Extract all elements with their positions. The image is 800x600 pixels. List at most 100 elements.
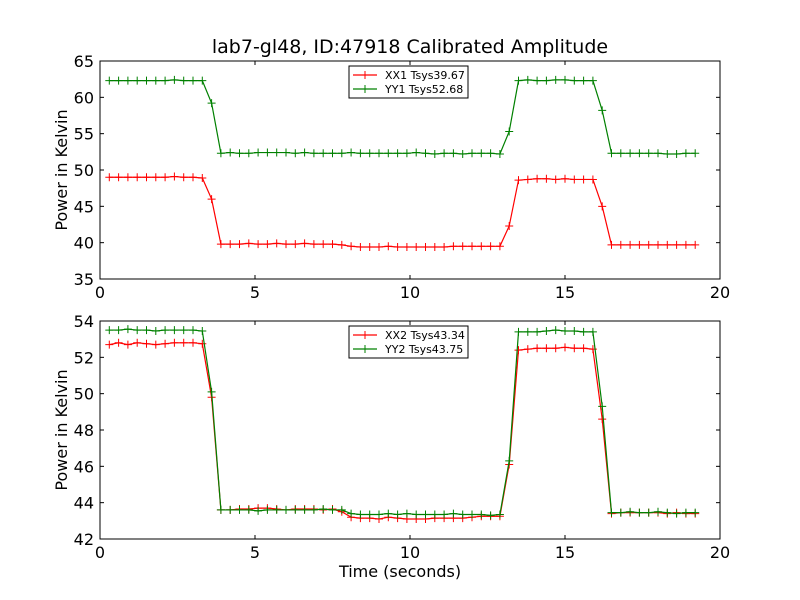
- data-point: [542, 326, 551, 335]
- data-point: [440, 243, 449, 252]
- data-point: [235, 240, 244, 249]
- data-point: [375, 510, 383, 519]
- data-point: [570, 76, 579, 85]
- data-point: [421, 149, 430, 158]
- data-point: [133, 76, 142, 85]
- data-point: [170, 326, 179, 335]
- data-point: [161, 76, 170, 85]
- data-point: [542, 76, 551, 85]
- data-point: [142, 326, 151, 335]
- data-point: [421, 243, 430, 252]
- data-point: [588, 175, 597, 184]
- data-point: [551, 326, 560, 335]
- top-plot: 0 5 10 15 20 35 40 45 50 55 60 65 Power in Kelvin XX1…: [52, 52, 730, 302]
- data-point: [272, 239, 281, 248]
- data-point: [151, 340, 160, 349]
- data-point: [626, 507, 635, 516]
- y-tick-label: 46: [74, 457, 94, 476]
- data-point: [421, 510, 430, 519]
- data-point: [365, 510, 374, 519]
- x-axis-label: Time (seconds): [338, 562, 461, 581]
- data-point: [588, 327, 597, 336]
- x-tick-label: 20: [710, 283, 730, 302]
- data-point: [644, 149, 653, 158]
- data-point: [105, 76, 114, 85]
- data-point: [207, 99, 216, 108]
- data-point: [244, 239, 253, 248]
- data-point: [635, 240, 644, 249]
- data-point: [691, 508, 700, 517]
- data-point: [328, 240, 337, 249]
- y-axis-label: Power in Kelvin: [52, 369, 71, 490]
- data-point: [161, 326, 170, 335]
- data-point: [523, 345, 532, 354]
- data-point: [235, 505, 244, 514]
- data-point: [449, 242, 458, 251]
- data-point: [551, 344, 560, 353]
- data-point: [337, 149, 346, 158]
- data-point: [384, 149, 393, 158]
- data-point: [319, 149, 328, 158]
- data-point: [430, 150, 439, 159]
- data-point: [179, 326, 188, 335]
- data-point: [254, 148, 263, 157]
- data-point: [542, 174, 551, 183]
- data-point: [495, 242, 504, 251]
- data-point: [291, 505, 300, 514]
- data-point: [626, 149, 635, 158]
- y-tick-label: 54: [74, 312, 94, 331]
- data-point: [561, 174, 569, 183]
- data-point: [533, 174, 542, 183]
- data-point: [663, 240, 672, 249]
- x-tick-label: 10: [400, 283, 420, 302]
- y-tick-label: 52: [74, 348, 94, 367]
- data-point: [244, 149, 253, 158]
- data-point: [263, 240, 272, 249]
- data-point: [598, 106, 607, 115]
- data-point: [505, 127, 514, 136]
- data-point: [216, 240, 225, 249]
- data-point: [412, 510, 421, 519]
- data-point: [179, 76, 188, 85]
- data-point: [114, 76, 123, 85]
- data-point: [402, 149, 411, 158]
- data-point: [635, 149, 644, 158]
- data-point: [644, 508, 653, 517]
- data-point: [189, 326, 197, 335]
- x-tick-label: 20: [710, 543, 730, 562]
- data-point: [170, 172, 179, 181]
- data-point: [570, 175, 579, 184]
- data-point: [105, 173, 114, 182]
- data-point: [319, 240, 328, 249]
- data-point: [654, 240, 662, 249]
- data-point: [309, 240, 318, 249]
- series-line-2: [109, 79, 696, 155]
- data-point: [458, 510, 467, 519]
- legend-box: [348, 325, 469, 359]
- data-point: [272, 148, 281, 157]
- data-point: [505, 221, 514, 230]
- data-point: [598, 402, 607, 411]
- data-point: [291, 149, 300, 158]
- data-point: [393, 149, 402, 158]
- series-markers-1: [105, 172, 700, 252]
- x-tick-label: 0: [95, 283, 105, 302]
- data-point: [365, 149, 374, 158]
- data-point: [151, 173, 160, 182]
- data-point: [570, 326, 579, 335]
- data-point: [189, 173, 197, 182]
- series-markers-2: [105, 325, 700, 520]
- data-point: [458, 242, 467, 251]
- y-axis-label: Power in Kelvin: [52, 109, 71, 230]
- data-point: [430, 243, 439, 252]
- data-point: [328, 505, 337, 514]
- data-point: [412, 243, 421, 252]
- data-point: [309, 149, 318, 158]
- data-point: [198, 76, 207, 85]
- data-point: [440, 149, 449, 158]
- data-point: [579, 175, 588, 184]
- data-point: [514, 76, 523, 85]
